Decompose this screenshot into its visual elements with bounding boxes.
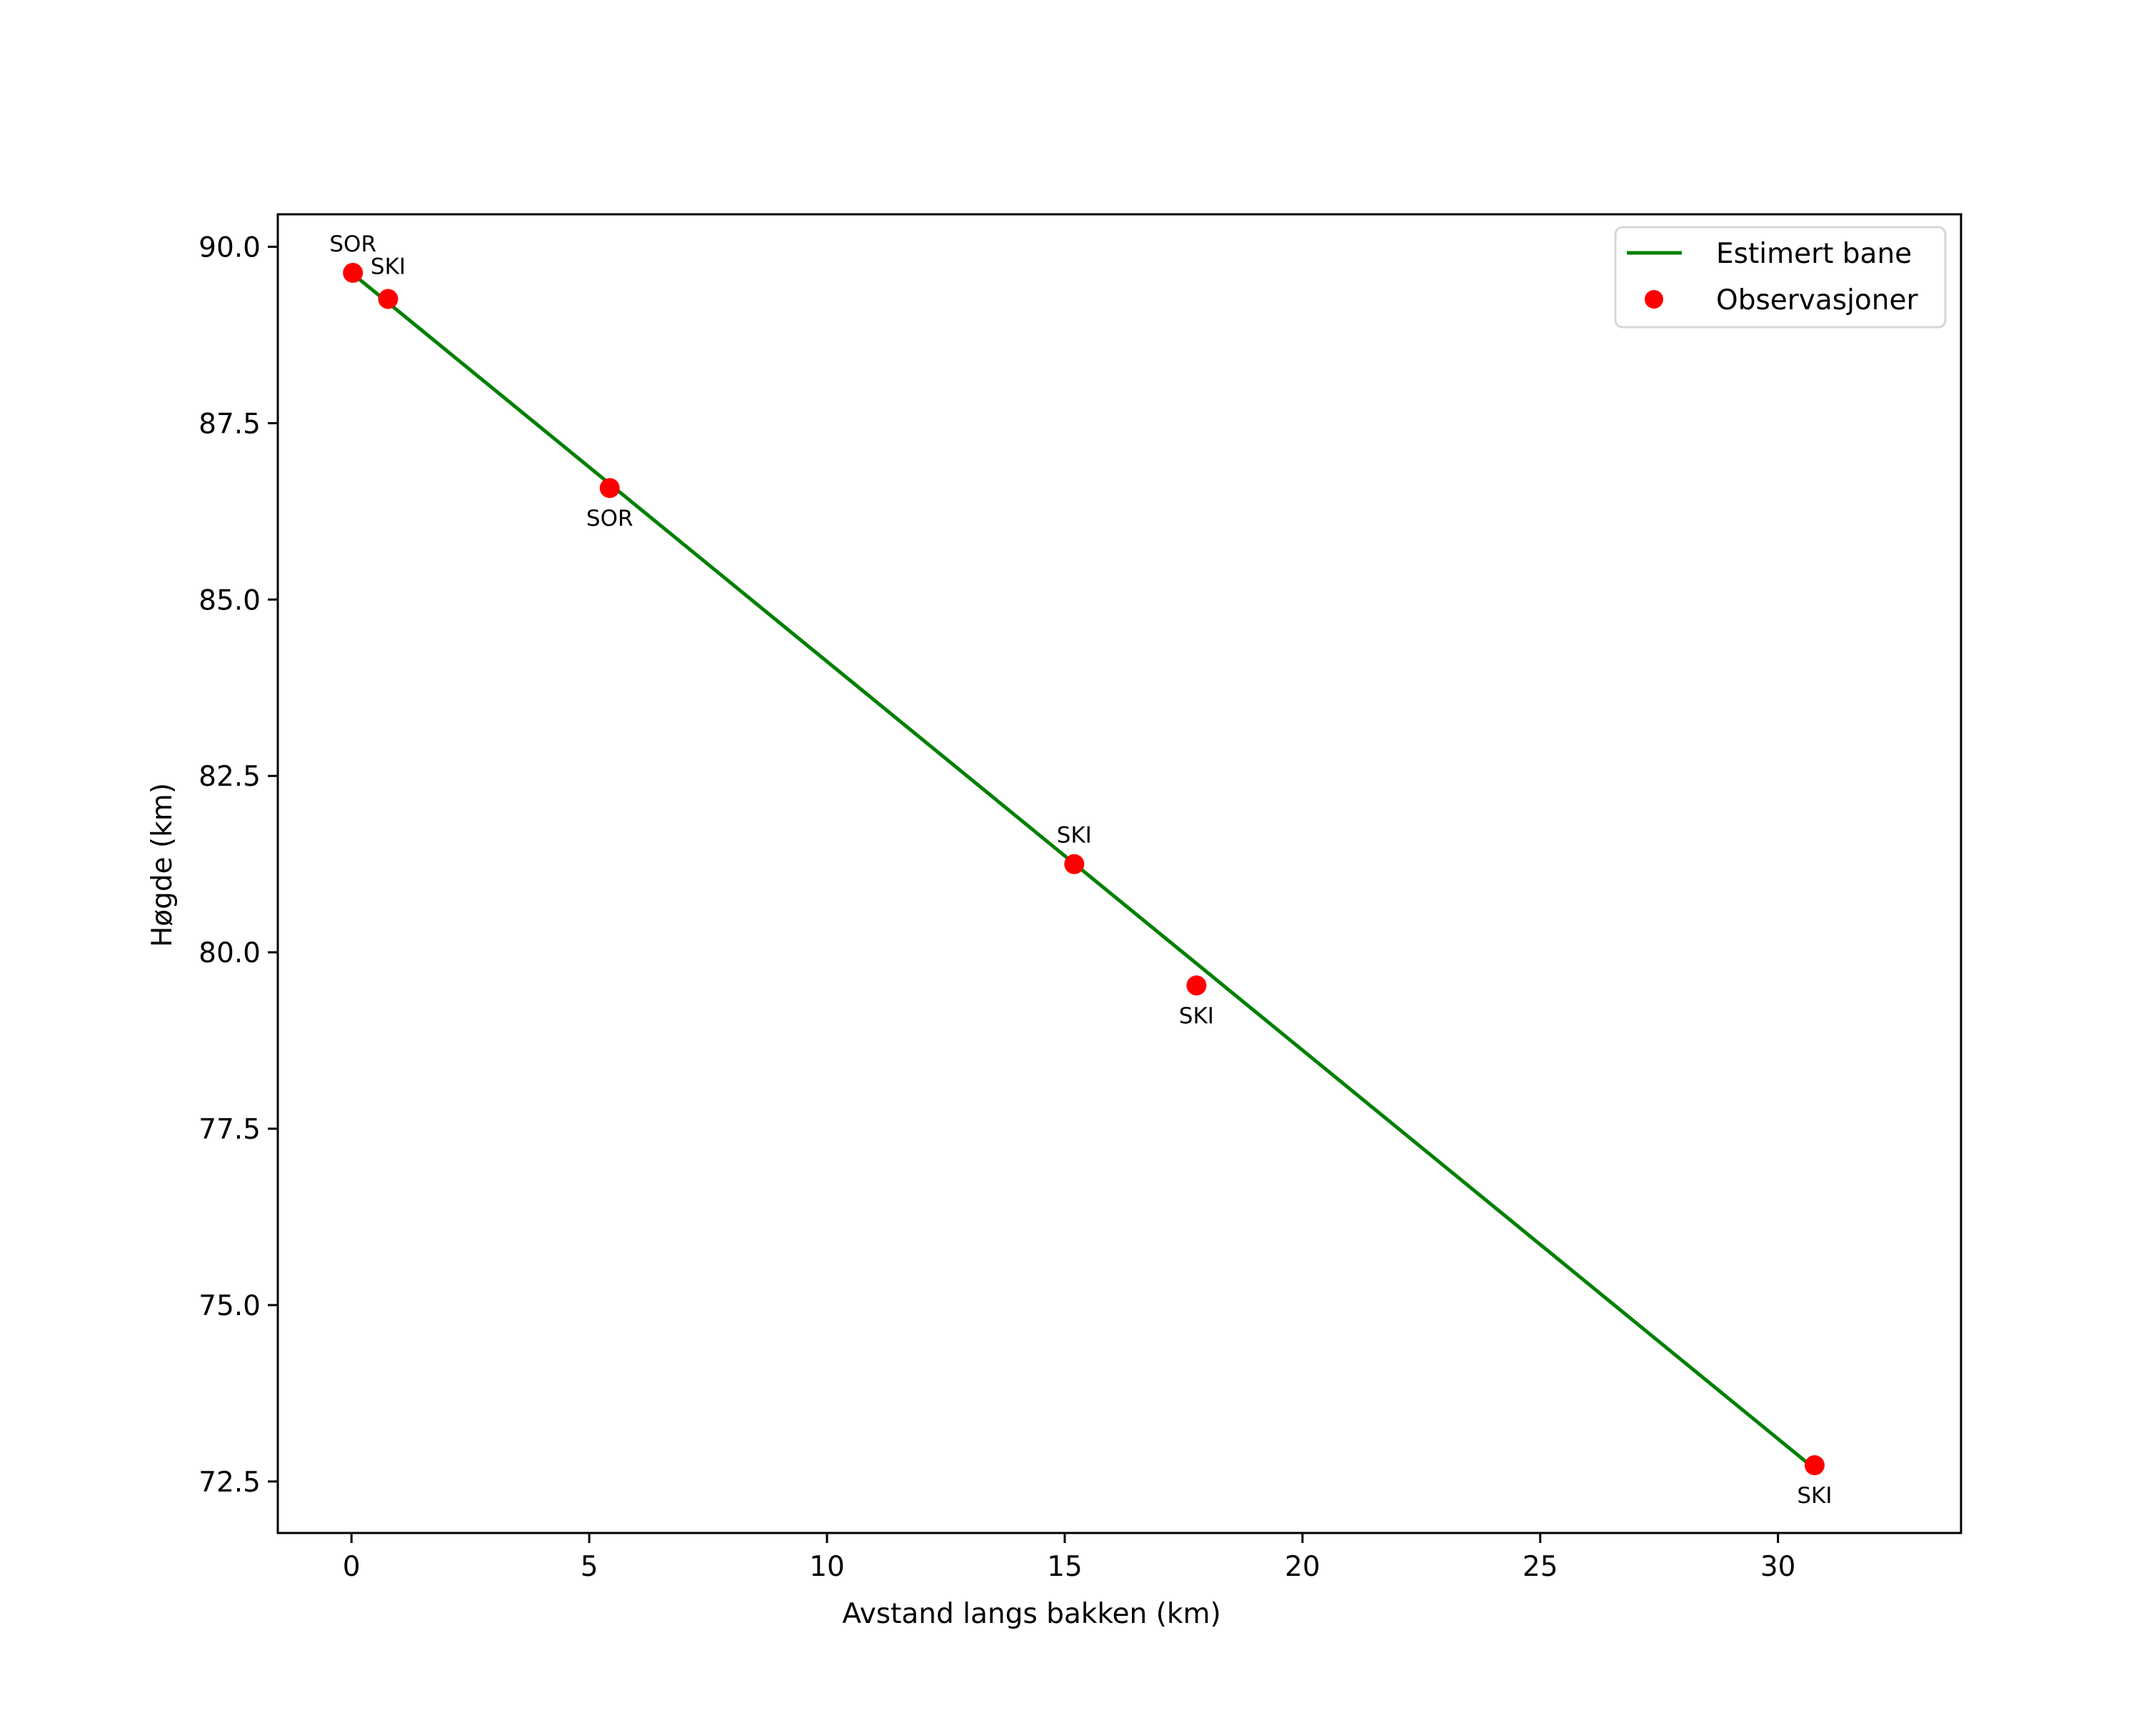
legend-dot-icon <box>1645 290 1663 309</box>
x-tick-label: 5 <box>581 1551 598 1583</box>
x-tick-label: 30 <box>1760 1551 1796 1583</box>
x-tick-label: 0 <box>343 1551 361 1583</box>
x-tick-label: 25 <box>1523 1551 1558 1583</box>
observation-point <box>1804 1455 1825 1476</box>
y-tick-label: 77.5 <box>199 1114 261 1146</box>
y-tick-label: 90.0 <box>199 231 261 264</box>
x-tick-label: 10 <box>809 1551 845 1583</box>
station-label: SOR <box>586 506 633 531</box>
station-label: SKI <box>1797 1483 1832 1509</box>
observation-point <box>1186 975 1207 996</box>
series-layer <box>343 262 1825 1476</box>
y-tick-label: 75.0 <box>199 1290 261 1322</box>
station-label: SKI <box>1179 1004 1214 1029</box>
axes-frame <box>276 213 1962 1534</box>
x-axis-ticks: 0 5 10 15 20 25 30 <box>343 1533 1796 1583</box>
y-tick-label: 85.0 <box>199 584 261 616</box>
observation-point <box>599 478 620 499</box>
legend-box <box>1614 226 1947 329</box>
y-tick-label: 80.0 <box>199 937 261 969</box>
station-label: SKI <box>371 254 406 280</box>
x-tick-label: 20 <box>1285 1551 1320 1583</box>
legend-label-estimert-bane: Estimert bane <box>1716 238 1912 270</box>
y-tick-label: 82.5 <box>199 761 261 793</box>
observation-point <box>1064 854 1085 874</box>
y-tick-label: 72.5 <box>199 1467 261 1499</box>
x-tick-label: 15 <box>1047 1551 1083 1583</box>
y-axis-label: Høgde (km) <box>146 783 179 947</box>
legend-label-observasjoner: Observasjoner <box>1716 284 1919 316</box>
estimated-trajectory-line <box>350 271 1816 1471</box>
y-tick-label: 87.5 <box>199 408 261 440</box>
observation-point <box>378 289 398 309</box>
station-label: SOR <box>329 231 376 257</box>
observation-point <box>343 262 363 283</box>
y-axis-ticks: 72.5 75.0 77.5 80.0 82.5 85.0 87.5 90.0 <box>199 231 278 1499</box>
x-axis-label: Avstand langs bakken (km) <box>842 1598 1220 1630</box>
legend: Estimert bane Observasjoner <box>1614 226 1947 329</box>
station-label: SKI <box>1057 823 1092 849</box>
